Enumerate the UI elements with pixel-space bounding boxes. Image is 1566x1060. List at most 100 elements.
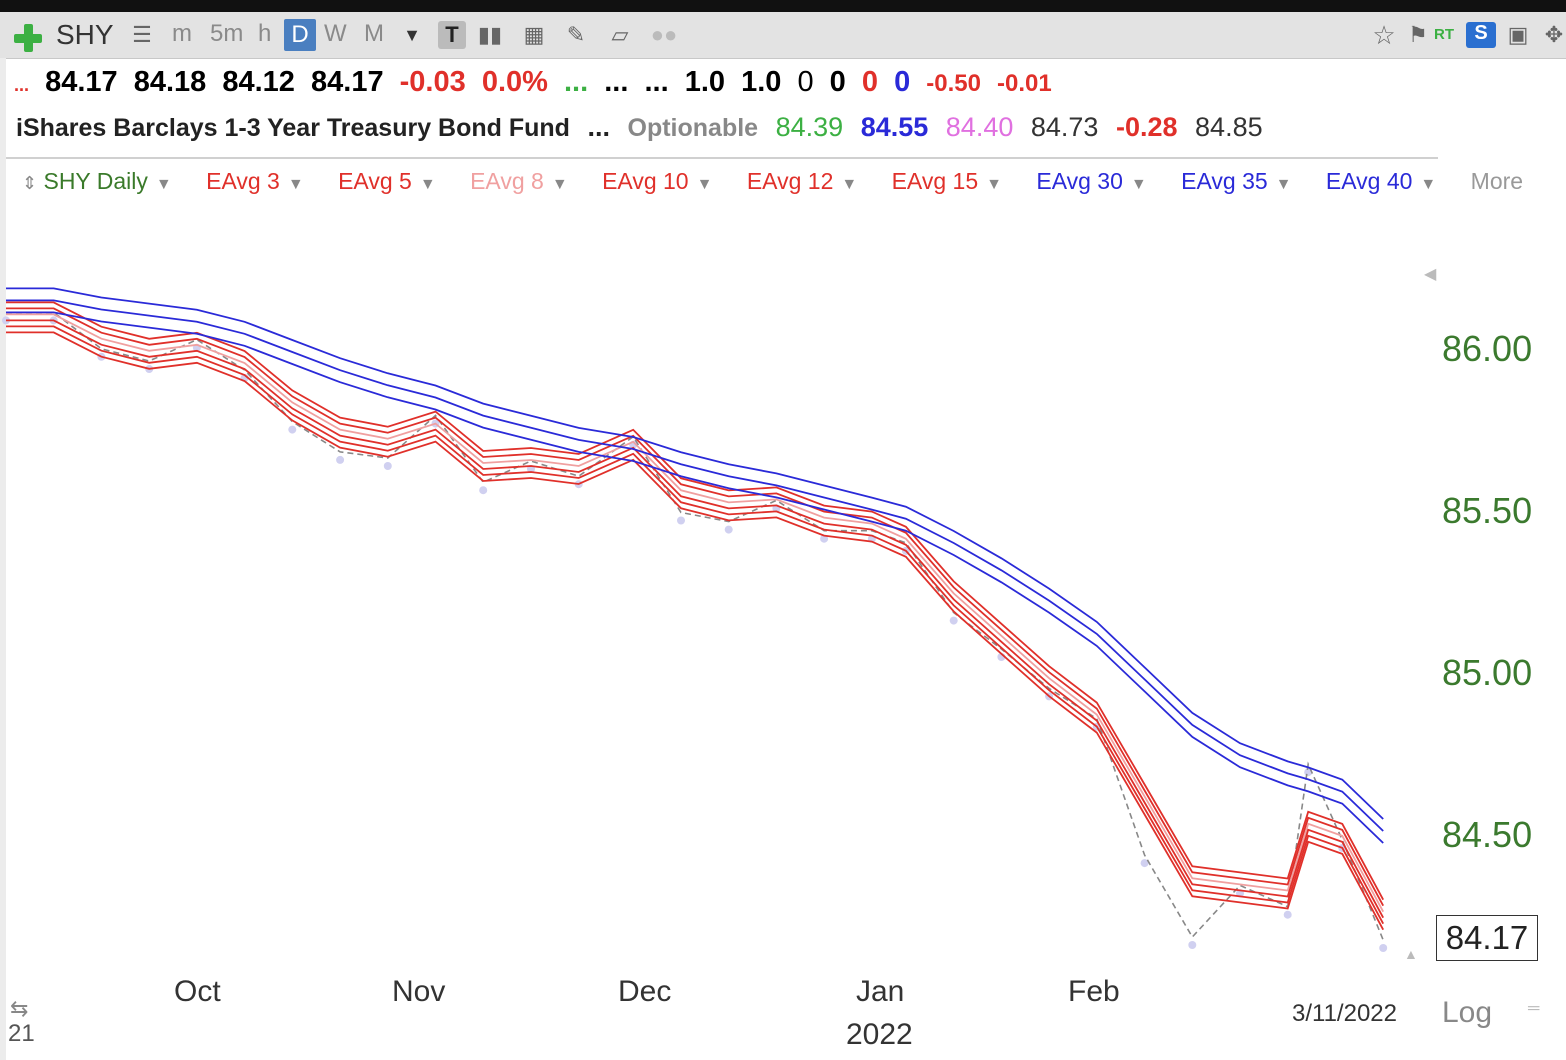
legend-label: EAvg 30 (1036, 168, 1123, 194)
series-line-eavg-5 (6, 307, 1384, 907)
move-icon[interactable]: ✥ (1544, 22, 1564, 47)
quote-c4: 0 (894, 66, 911, 98)
legend-label: EAvg 12 (746, 168, 834, 194)
legend-item-eavg-30[interactable]: EAvg 30 ▼ (1036, 168, 1147, 194)
s-button[interactable]: S (1466, 22, 1496, 48)
window-icon[interactable]: ▣ (1507, 22, 1529, 47)
bars-icon[interactable]: ▮▮ (477, 22, 503, 47)
price-dot (677, 516, 685, 525)
legend-label: EAvg 10 (602, 168, 689, 194)
timeframe-h[interactable]: h (258, 20, 272, 47)
timeframe-mo[interactable]: M (364, 20, 384, 47)
scale-up-icon[interactable]: ▲ (1404, 946, 1418, 962)
legend-item-eavg-10[interactable]: EAvg 10 ▼ (602, 168, 713, 194)
flag-icon[interactable]: ⚑ (1408, 22, 1428, 47)
log-scale-toggle[interactable]: Log (1442, 996, 1493, 1029)
quote-c1: 0 (797, 66, 814, 98)
quote-dots-b: ... (644, 66, 669, 98)
timeframe-5m[interactable]: 5m (210, 20, 244, 47)
quote-c3: 0 (861, 66, 879, 98)
timeframe-m[interactable]: m (172, 20, 192, 47)
y-tick-label: 84.50 (1442, 814, 1533, 855)
quote-p4: 84.73 (1030, 112, 1099, 142)
quote-d2: -0.01 (997, 70, 1052, 97)
menu-dash-icon[interactable]: ═ (1528, 1000, 1540, 1017)
x-tick-label: Nov (392, 975, 446, 1008)
scroll-arrows-icon[interactable]: ⇆ (10, 996, 29, 1021)
series-line-eavg-8 (6, 313, 1384, 913)
symbol-label[interactable]: SHY (56, 19, 114, 50)
cursor-date: 3/11/2022 (1292, 1000, 1397, 1027)
quote-high: 84.18 (133, 66, 207, 98)
quote-open: 84.17 (45, 66, 118, 98)
timeframe-d-button[interactable]: D (284, 19, 316, 51)
quote-p6: 84.85 (1195, 112, 1263, 142)
plus-icon[interactable] (14, 24, 42, 52)
legend-item-eavg-8[interactable]: EAvg 8 ▼ (470, 168, 568, 194)
series-line-eavg-10 (6, 319, 1384, 919)
x-tick-label: Jan (856, 975, 905, 1008)
text-icon[interactable]: T (438, 21, 466, 49)
shape-icon[interactable]: ▱ (611, 22, 629, 47)
dots-icon[interactable]: ●● (650, 22, 678, 47)
quote-change: -0.03 (399, 66, 466, 98)
quote-v1: 1.0 (684, 66, 726, 98)
legend-label: EAvg 35 (1181, 168, 1268, 194)
series-line-eavg-30 (6, 311, 1384, 844)
x-tick-label: Feb (1068, 975, 1120, 1008)
series-line-eavg-40 (6, 287, 1384, 820)
timeframe-w[interactable]: W (324, 20, 347, 47)
legend-label: EAvg 40 (1325, 168, 1413, 194)
star-icon[interactable]: ☆ (1372, 20, 1396, 50)
legend-item-eavg-40[interactable]: EAvg 40 ▼ (1325, 168, 1437, 194)
y-tick-label: 85.00 (1442, 652, 1533, 693)
series-line-eavg-12 (6, 325, 1384, 925)
price-dot (724, 525, 733, 534)
price-dot (288, 425, 297, 434)
legend-item-eavg-35[interactable]: EAvg 35 ▼ (1181, 168, 1292, 194)
series-line-eavg-35 (6, 299, 1384, 832)
grid-icon[interactable]: ▦ (523, 22, 545, 47)
pencil-icon[interactable]: ✎ (566, 22, 586, 47)
fund-name: iShares Barclays 1-3 Year Treasury Bond … (16, 114, 570, 142)
price-dot (1379, 944, 1388, 952)
quote-dots-a: ... (604, 66, 629, 98)
quote-last: 84.17 (311, 66, 384, 98)
quote-change-pct: 0.0% (481, 66, 548, 98)
legend-item-eavg-3[interactable]: EAvg 3 ▼ (206, 168, 304, 194)
left-frame (0, 58, 6, 1060)
legend-item-eavg-15[interactable]: EAvg 15 ▼ (891, 168, 1002, 194)
rt-label[interactable]: RT (1434, 26, 1454, 43)
legend-item-eavg-5[interactable]: EAvg 5 ▼ (338, 168, 436, 194)
scroll-left-icon[interactable]: ◀ (1424, 266, 1437, 283)
quote-v2: 1.0 (741, 66, 782, 98)
x-tick-label: Dec (618, 975, 672, 1008)
quote-row-name: iShares Barclays 1-3 Year Treasury Bond … (16, 112, 1273, 148)
legend-updown-icon[interactable]: ⇕ (22, 173, 38, 193)
price-dot (383, 462, 392, 470)
quote-p3: 84.40 (945, 112, 1014, 142)
legend-label: SHY Daily (43, 168, 148, 194)
y-tick-label: 85.50 (1442, 490, 1533, 531)
legend-item-shy-daily[interactable]: SHY Daily ▼ (43, 168, 172, 194)
quote-p1: 84.39 (775, 112, 844, 142)
last-price-box: 84.17 (1436, 915, 1538, 961)
optionable-label: Optionable (627, 114, 759, 142)
chart-toolbar: SHY ☰ m 5m h D W M ▼ T ▮▮ ▦ ✎ ▱ ●● ☆ ⚑ R… (0, 12, 1566, 59)
quote-p2: 84.55 (860, 112, 929, 142)
price-dot (1140, 859, 1149, 868)
chart-legend: ⇕ SHY Daily ▼ EAvg 3 ▼ EAvg 5 ▼ EAvg 8 ▼ EAv… (22, 168, 1523, 200)
dropdown-icon[interactable]: ▼ (403, 25, 421, 45)
fund-name-dots: ... (587, 112, 610, 142)
corner-label: 21 (8, 1020, 35, 1047)
price-dot (336, 455, 345, 464)
legend-item-eavg-12[interactable]: EAvg 12 ▼ (746, 168, 858, 194)
legend-label: EAvg 5 (338, 168, 412, 194)
window-top-bar (0, 0, 1566, 12)
legend-label: EAvg 8 (470, 168, 544, 194)
list-icon[interactable]: ☰ (132, 22, 152, 47)
quote-dots-left: ... (14, 75, 30, 95)
quote-d1: -0.50 (926, 70, 981, 97)
legend-more[interactable]: More (1470, 168, 1524, 194)
